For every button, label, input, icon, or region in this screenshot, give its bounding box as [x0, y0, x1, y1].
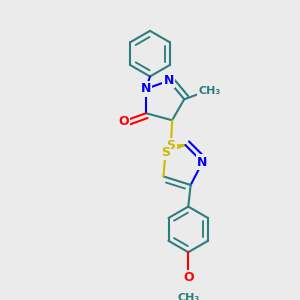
Text: O: O	[118, 115, 129, 128]
Text: N: N	[164, 74, 174, 87]
Text: CH₃: CH₃	[177, 293, 200, 300]
Text: S: S	[167, 139, 176, 152]
Text: N: N	[141, 82, 151, 95]
Text: O: O	[183, 271, 194, 284]
Text: CH₃: CH₃	[199, 86, 221, 96]
Text: S: S	[161, 146, 170, 159]
Text: N: N	[197, 156, 208, 169]
